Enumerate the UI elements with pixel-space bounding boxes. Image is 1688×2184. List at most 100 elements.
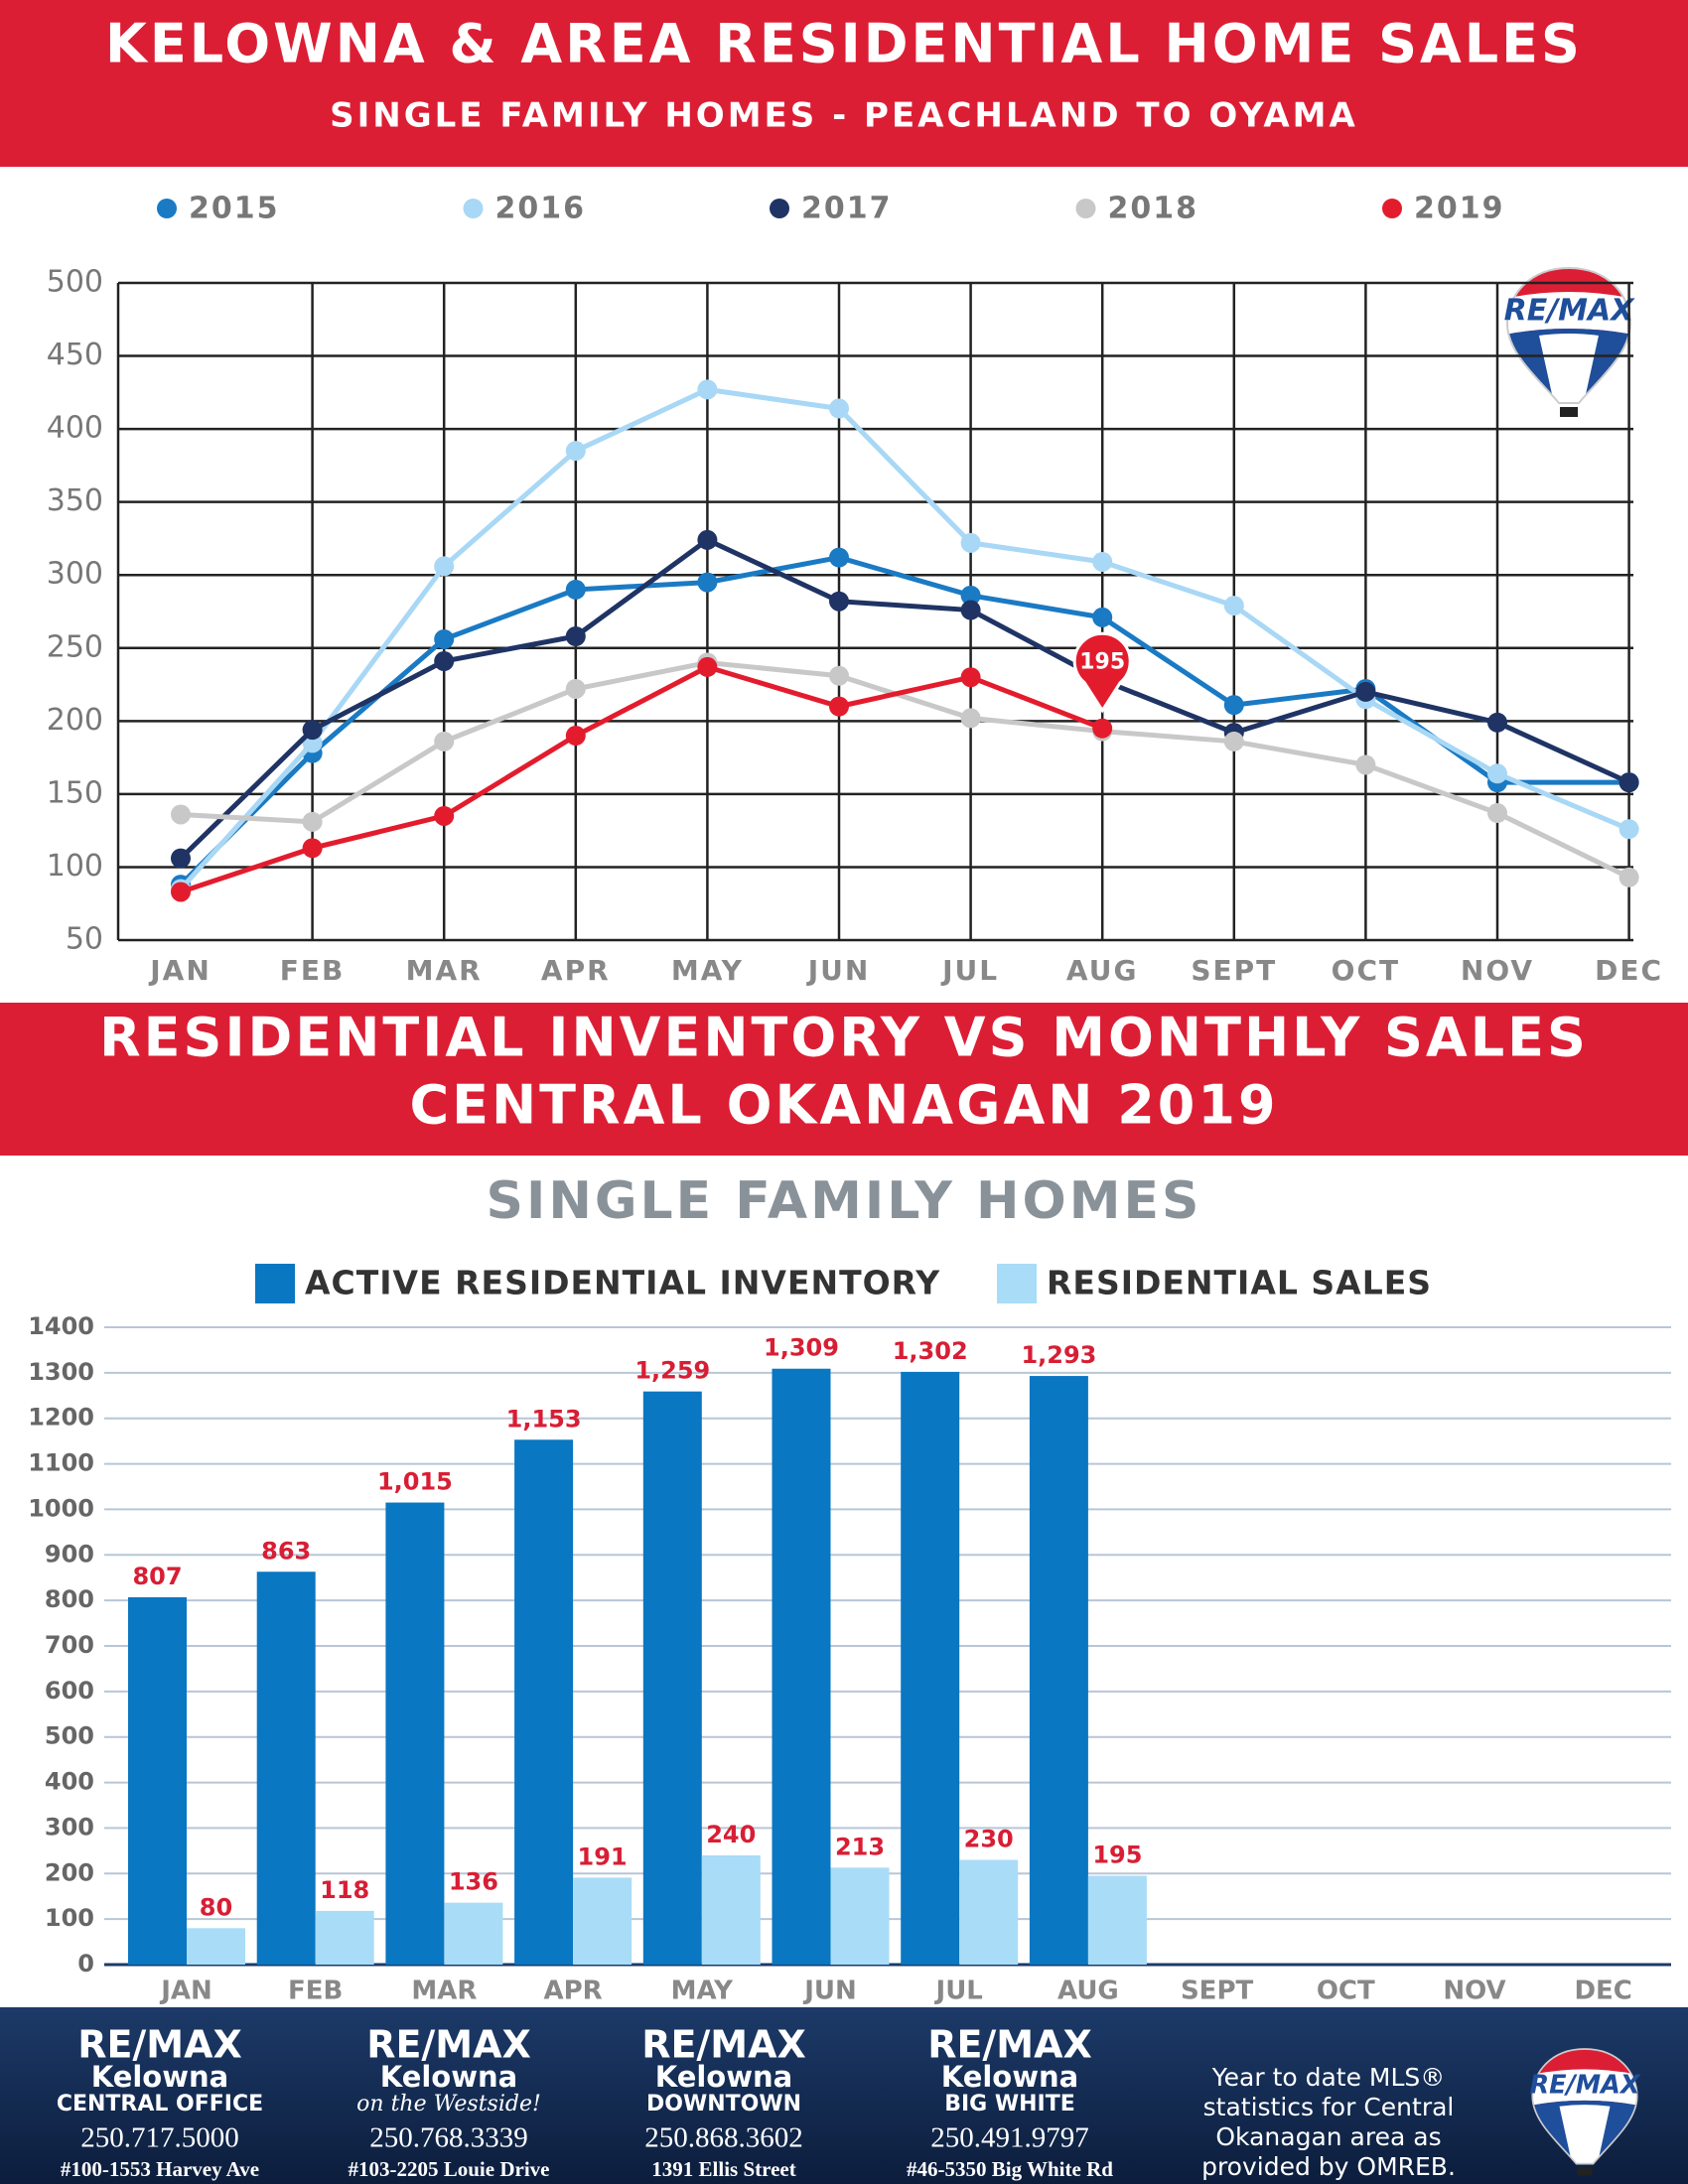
x-tick-label: MAR	[411, 1977, 477, 2006]
legend-label: 2019	[1414, 192, 1505, 226]
x-tick-label: OCT	[1332, 954, 1400, 987]
data-point	[1487, 712, 1507, 733]
data-point	[960, 532, 981, 553]
y-tick-label: 0	[77, 1950, 94, 1978]
office-name: Kelowna	[655, 2060, 793, 2094]
y-tick-label: 100	[45, 1904, 94, 1932]
footer-note: Okanagan area as	[1215, 2122, 1441, 2151]
bar	[830, 1867, 890, 1965]
legend-label: 2016	[495, 192, 587, 226]
office-sub: BIG WHITE	[944, 2092, 1075, 2116]
data-point	[434, 731, 455, 751]
data-label: 1,015	[377, 1468, 453, 1496]
bar	[385, 1502, 445, 1965]
legend-label: ACTIVE RESIDENTIAL INVENTORY	[305, 1264, 940, 1302]
y-tick-label: 350	[47, 483, 103, 518]
bar	[1029, 1376, 1088, 1965]
legend-label: 2018	[1108, 192, 1199, 226]
series-line	[179, 386, 1630, 891]
chart-title: RESIDENTIAL INVENTORY VS MONTHLY SALES	[99, 1007, 1589, 1069]
series-line	[179, 537, 1630, 861]
data-label: 118	[320, 1876, 369, 1904]
data-point	[960, 708, 981, 729]
y-tick-label: 400	[47, 411, 103, 446]
legend-swatch	[770, 199, 789, 218]
chart-title: KELOWNA & AREA RESIDENTIAL HOME SALES	[105, 13, 1583, 75]
data-point	[1223, 731, 1244, 751]
office-phone: 250.768.3339	[369, 2122, 528, 2154]
series-line	[180, 664, 1104, 894]
office-address: #100-1553 Harvey Ave	[61, 2157, 259, 2181]
office-sub: DOWNTOWN	[646, 2092, 801, 2116]
x-tick-label: JUN	[806, 954, 871, 987]
footer-note: Year to date MLS®	[1211, 2063, 1446, 2092]
y-tick-label: 1400	[28, 1312, 94, 1340]
data-point	[1487, 803, 1507, 824]
data-label: 191	[578, 1843, 628, 1870]
x-tick-label: DEC	[1595, 954, 1663, 987]
x-tick-label: JUN	[802, 1977, 857, 2006]
bar	[772, 1368, 831, 1965]
bar	[642, 1391, 702, 1965]
data-label: 195	[1092, 1842, 1142, 1869]
data-label: 136	[449, 1868, 498, 1896]
bar	[701, 1854, 761, 1965]
data-point	[565, 678, 586, 699]
legend-swatch	[157, 199, 177, 218]
bar	[315, 1910, 374, 1965]
data-point	[434, 805, 455, 826]
legend-swatch	[463, 199, 484, 218]
x-tick-label: MAY	[671, 1977, 735, 2006]
data-point	[1223, 695, 1244, 716]
office-name: Kelowna	[91, 2060, 229, 2094]
data-label: 807	[132, 1563, 182, 1590]
legend-swatch	[997, 1264, 1037, 1303]
y-tick-label: 400	[45, 1768, 94, 1796]
y-tick-label: 300	[45, 1813, 94, 1841]
data-label: 1,153	[506, 1405, 582, 1433]
office-brand: RE/MAX	[366, 2023, 531, 2067]
office-name: Kelowna	[380, 2060, 518, 2094]
data-point	[829, 696, 849, 717]
data-point	[565, 726, 586, 747]
office-phone: 250.717.5000	[80, 2122, 239, 2154]
data-point	[302, 720, 323, 741]
x-tick-label: JAN	[148, 954, 211, 987]
office-name: Kelowna	[941, 2060, 1079, 2094]
data-point	[697, 572, 718, 593]
office-sub: on the Westside!	[356, 2092, 541, 2116]
data-point	[1092, 551, 1113, 572]
bar	[444, 1902, 503, 1965]
data-point	[565, 626, 586, 647]
data-point	[565, 441, 586, 462]
data-label: 230	[964, 1826, 1014, 1853]
y-tick-label: 1100	[28, 1449, 94, 1477]
data-point	[171, 804, 191, 825]
y-tick-label: 600	[45, 1677, 94, 1705]
data-point	[1355, 681, 1376, 702]
y-tick-label: 250	[47, 629, 103, 664]
x-tick-label: NOV	[1461, 954, 1534, 987]
annotation-label: 195	[1079, 650, 1125, 675]
y-tick-label: 1200	[28, 1404, 94, 1432]
bar	[959, 1859, 1019, 1965]
data-point	[171, 848, 191, 869]
footer-note: provided by OMREB.	[1201, 2152, 1456, 2181]
office-brand: RE/MAX	[77, 2023, 242, 2067]
y-tick-label: 100	[47, 849, 103, 884]
data-label: 1,259	[634, 1357, 710, 1385]
data-label: 863	[261, 1537, 311, 1565]
data-point	[1618, 867, 1639, 887]
data-point	[302, 811, 323, 832]
y-tick-label: 50	[66, 922, 103, 957]
office-phone: 250.868.3602	[644, 2122, 803, 2154]
office-brand: RE/MAX	[641, 2023, 806, 2067]
y-tick-label: 500	[47, 265, 103, 300]
bar	[901, 1371, 960, 1965]
y-tick-label: 700	[45, 1631, 94, 1659]
footer	[0, 2007, 1688, 2184]
series-line	[180, 659, 1630, 880]
office-sub: CENTRAL OFFICE	[57, 2092, 263, 2116]
x-tick-label: AUG	[1057, 1977, 1119, 2006]
